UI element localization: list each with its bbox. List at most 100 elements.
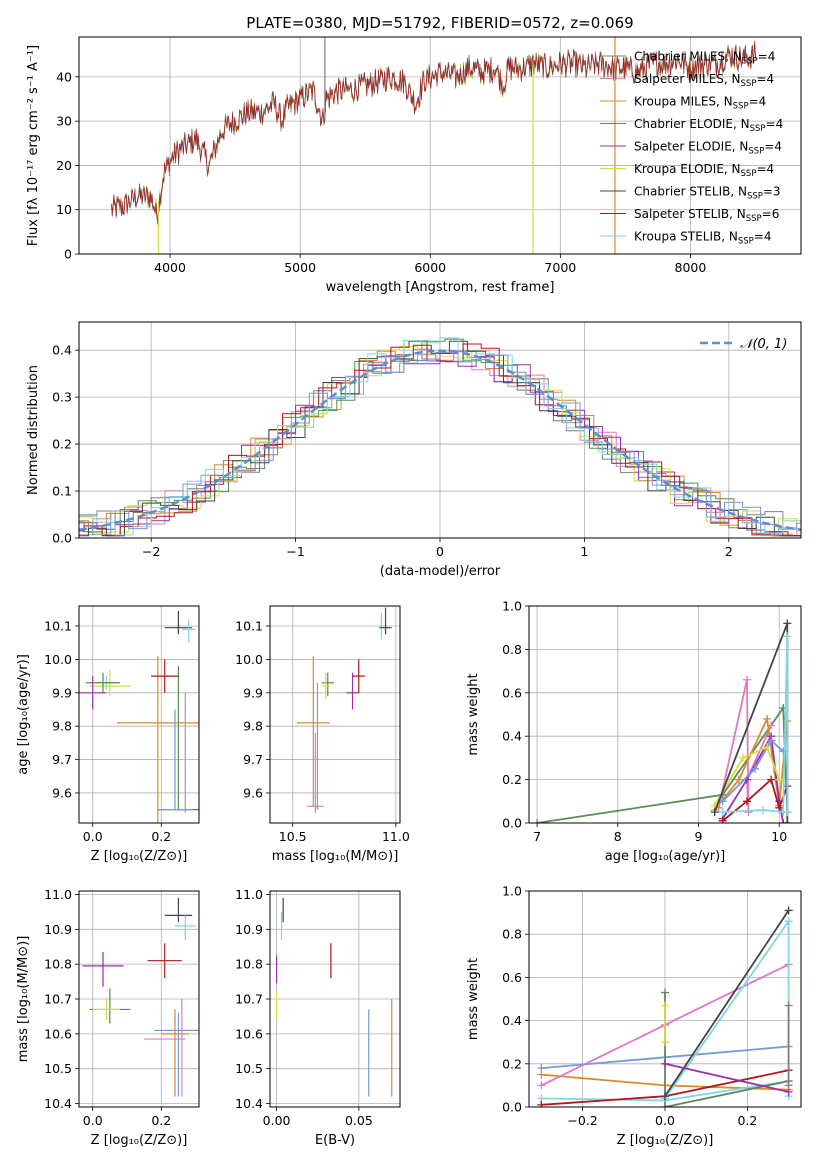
x-tick-label: 0.0 [83,1113,103,1128]
x-tick-label: 7000 [544,260,576,275]
x-tick-label: 0.2 [151,829,171,844]
weight-marker [742,797,751,806]
weight-marker [661,1059,669,1068]
weight-line [664,909,790,1097]
errorbar-point [147,943,182,979]
y-axis-label: Flux [fλ 10⁻¹⁷ erg cm⁻² s⁻¹ A⁻¹] [26,45,41,246]
y-tick-label: 10 [56,202,72,217]
x-tick-label: 6000 [414,260,446,275]
weight-marker [537,1100,546,1107]
mass_vs_EBV-grid [270,891,400,1107]
x-tick-label: 8 [614,829,622,844]
y-tick-label: 10.4 [44,1096,72,1111]
y-tick-label: 10.7 [44,992,72,1007]
errorbar-point [116,656,199,823]
y-tick-label: 0.1 [52,484,72,499]
y-axis-label: mass [log₁₀(M/M⊙)] [16,936,31,1063]
x-tick-label: 7 [533,829,541,844]
y-tick-label: 11.0 [235,887,263,902]
residual-histogram [79,340,801,537]
weight-marker [718,808,727,817]
legend-entry: Chabrier ELODIE, NSSP=4 [634,117,783,134]
mass_vs_Z-panel: 0.0 0.2 10.4 10.5 10.6 10.7 10.8 10.9 11.0 Z [log… [16,887,200,1148]
y-tick-label: 0.6 [502,970,522,985]
mass_vs_Z-grid [79,891,199,1107]
y-tick-label: 9.7 [243,752,263,767]
y-tick-label: 20 [56,158,72,173]
weight_vs_age-frame [528,605,802,824]
weight-line [717,679,772,813]
gaussian-reference [79,349,801,532]
weight-line [664,1062,789,1093]
errorbar-point [164,611,193,635]
y-tick-label: 0.2 [502,772,522,787]
y-tick-label: 0.3 [52,390,72,405]
x-axis-label: E(B-V) [315,1133,355,1148]
y-tick-label: 10.0 [235,652,263,667]
spectrum-line [111,40,756,221]
x-tick-label: 0.0 [655,1113,675,1128]
legend-entry: 𝒩(0, 1) [740,337,787,352]
x-tick-label: 0.2 [737,1113,757,1128]
x-axis-label: Z [log₁₀(Z/Z⊙)] [91,849,188,864]
y-tick-label: 9.9 [52,685,72,700]
residuals-panel: −2 −1 0 1 2 0.0 0.1 0.2 0.3 0.4 (data-model)/error… [26,321,802,579]
errorbar-point [89,988,131,1024]
y-tick-label: 30 [56,114,72,129]
mass_vs_EBV-plot-area [275,897,393,1097]
y-tick-label: 10.4 [235,1096,263,1111]
x-tick-label: 10 [771,829,787,844]
mass_vs_Z-frame [78,890,200,1108]
y-tick-label: 10.7 [235,992,263,1007]
y-axis-label: mass weight [466,673,481,755]
y-tick-label: 10.8 [235,957,263,972]
y-axis-label: age [log₁₀(age/yr)] [16,654,31,775]
y-tick-label: 0.0 [502,1100,522,1115]
weight-marker [783,619,792,628]
weight_vs_Z-panel: −0.2 0.0 0.2 0.0 0.2 0.4 0.6 0.8 1.0 Z [log₁₀(Z/Z… [466,884,802,1148]
residual-histogram [79,337,801,538]
y-tick-label: 0 [64,247,72,262]
y-tick-label: 0.2 [52,437,72,452]
age_vs_Z-grid [79,606,199,823]
y-tick-label: 9.9 [243,685,263,700]
x-tick-label: 1 [580,544,588,559]
x-tick-label: 0.0 [83,829,103,844]
weight_vs_Z-plot-area [537,906,793,1107]
legend-entry: Kroupa ELODIE, NSSP=4 [634,162,774,179]
y-tick-label: 0.4 [502,729,522,744]
weight-marker [718,816,727,823]
errorbar-point [157,666,199,811]
errorbar-point [307,732,324,813]
errorbar-point [321,672,330,700]
residual-legend: 𝒩(0, 1) [700,337,787,352]
errorbar-point [164,897,193,923]
residuals-frame [78,321,802,539]
y-tick-label: 0.6 [502,685,522,700]
errorbar-point [157,709,193,811]
figure-title: PLATE=0380, MJD=51792, FIBERID=0572, z=0… [246,14,633,32]
weight-marker [763,714,772,723]
weight-line [536,705,789,823]
age_vs_Z-panel: 0.0 0.2 9.6 9.7 9.8 9.9 10.0 10.1 Z [log₁₀(Z/Z⊙)… [16,605,200,864]
x-tick-label: 2 [725,544,733,559]
y-tick-label: 0.8 [502,642,522,657]
y-tick-label: 10.0 [44,652,72,667]
weight-marker [537,1070,546,1079]
mass_vs_EBV-panel: 0.00 0.05 10.4 10.5 10.6 10.7 10.8 10.9 11.0 E(B-… [235,887,401,1148]
errorbar-point [296,656,330,807]
y-tick-label: 0.4 [52,343,72,358]
weight-line [713,623,789,823]
errorbar-point [379,612,384,640]
errorbar-point [181,619,196,643]
legend-entry: Kroupa STELIB, NSSP=4 [634,230,772,247]
x-tick-label: −0.2 [567,1113,597,1128]
spectrum-frame [78,36,802,255]
x-axis-label: Z [log₁₀(Z/Z⊙)] [91,1133,188,1148]
y-tick-label: 0.0 [52,531,72,546]
age_vs_mass-frame [269,605,401,824]
x-tick-label: 8000 [675,260,707,275]
errorbar-point [92,999,121,1020]
weight-marker [767,736,776,745]
x-axis-label: (data-model)/error [380,564,501,579]
